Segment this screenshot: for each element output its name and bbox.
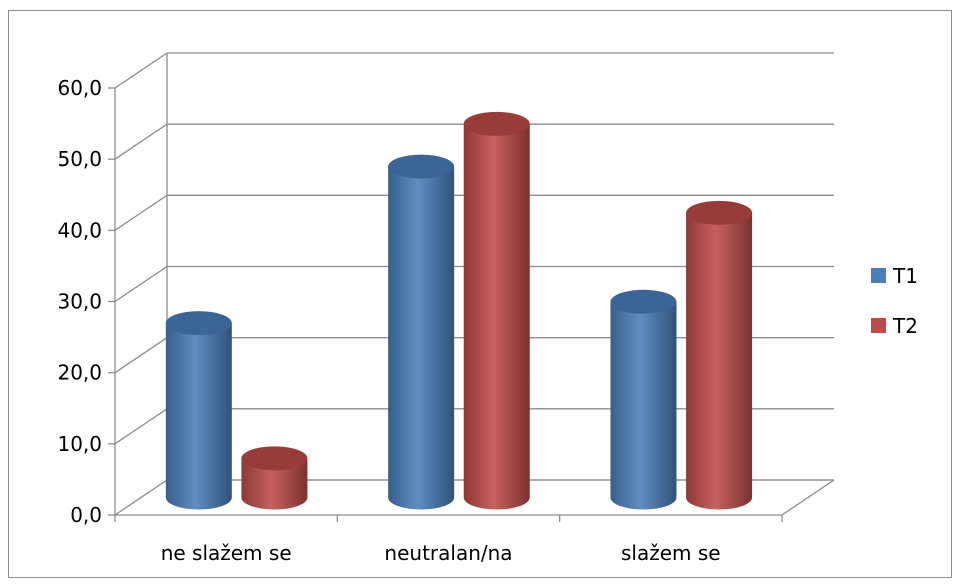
y-axis-tick-labels: 0,0 10,0 20,0 30,0 40,0 50,0 60,0 bbox=[57, 76, 102, 527]
gridline-diagonal bbox=[114, 123, 168, 160]
bar-top bbox=[686, 200, 753, 225]
bar-body bbox=[610, 301, 677, 510]
gridline-diagonal bbox=[114, 194, 168, 231]
y-tick-label: 0,0 bbox=[70, 503, 102, 527]
bar-top bbox=[165, 311, 232, 336]
category-label: neutralan/na bbox=[384, 541, 512, 565]
bar-body bbox=[241, 458, 308, 510]
gridline-diagonal bbox=[114, 265, 168, 303]
y-tick-label: 60,0 bbox=[57, 76, 102, 100]
y-tick-label: 30,0 bbox=[57, 290, 102, 314]
legend-label-T2: T2 bbox=[892, 314, 918, 338]
bar-top bbox=[388, 154, 455, 179]
bar-top bbox=[610, 289, 677, 314]
bar-T2-0 bbox=[241, 446, 308, 510]
bar-T1-1 bbox=[388, 154, 455, 510]
axes bbox=[108, 87, 783, 522]
gridline-diagonal bbox=[114, 52, 168, 89]
bar-body bbox=[388, 166, 455, 510]
bar-body bbox=[686, 212, 753, 510]
bar-body bbox=[463, 123, 530, 510]
bar-T1-2 bbox=[610, 289, 677, 510]
bar-body bbox=[165, 323, 232, 510]
y-tick-label: 20,0 bbox=[57, 361, 102, 385]
gridline-diagonal bbox=[114, 337, 168, 374]
bar-T1-0 bbox=[165, 311, 232, 510]
bar-T2-2 bbox=[686, 200, 753, 510]
gridline-diagonal bbox=[114, 408, 168, 445]
y-tick-label: 10,0 bbox=[57, 432, 102, 456]
floor-right-edge bbox=[781, 479, 835, 516]
bar-T2-1 bbox=[463, 111, 530, 510]
y-tick-label: 50,0 bbox=[57, 147, 102, 171]
legend-swatch-T1 bbox=[871, 268, 886, 283]
legend-label-T1: T1 bbox=[892, 264, 918, 288]
category-label: slažem se bbox=[621, 541, 721, 565]
y-tick-label: 40,0 bbox=[57, 218, 102, 242]
legend-swatch-T2 bbox=[871, 318, 886, 333]
gridline-diagonal bbox=[114, 479, 168, 516]
bar-top bbox=[241, 446, 308, 471]
x-axis-category-labels: ne slažem se neutralan/na slažem se bbox=[161, 541, 721, 565]
bar-top bbox=[463, 111, 530, 136]
category-label: ne slažem se bbox=[161, 541, 292, 565]
legend: T1 T2 bbox=[871, 264, 918, 338]
bars bbox=[165, 111, 753, 510]
